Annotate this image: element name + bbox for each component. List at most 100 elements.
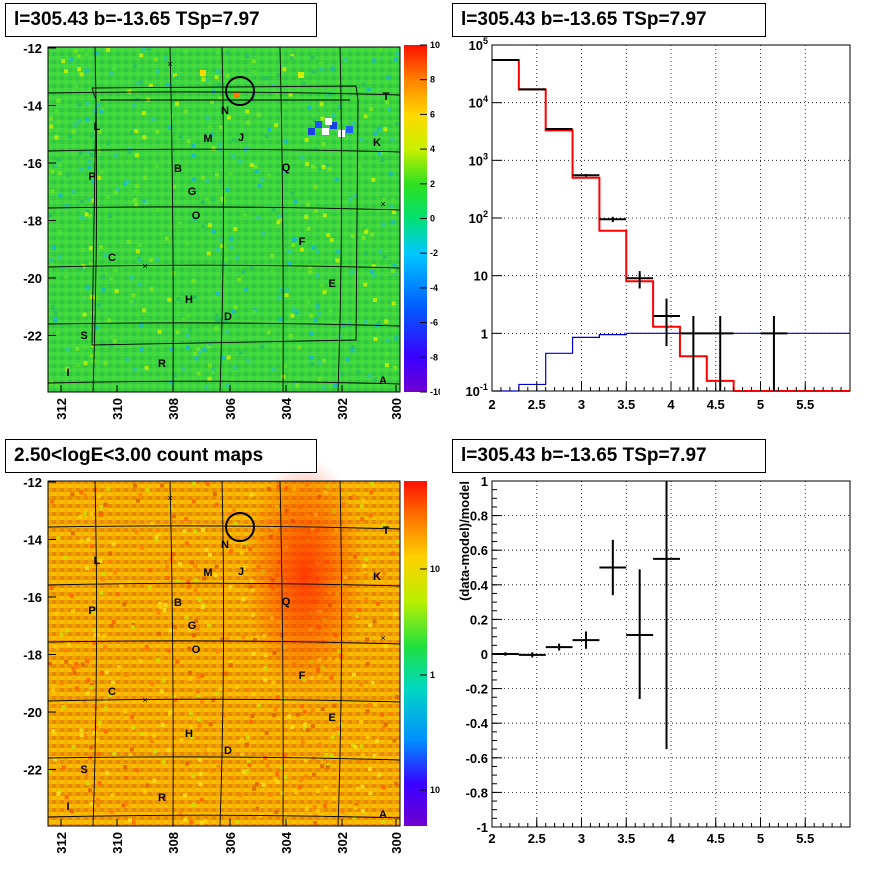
cnt-map-pixel xyxy=(273,707,278,712)
cnt-map-pixel xyxy=(166,648,171,653)
ts-map-pixel xyxy=(61,59,66,64)
ts-map-pixel xyxy=(289,56,294,61)
ts-map-pixel xyxy=(246,120,251,125)
ts-map-x-ticks: 312 310 308 306 304 302 300 xyxy=(54,385,404,420)
ts-map-pixel xyxy=(103,360,108,365)
ts-map-pixel xyxy=(366,113,371,118)
ts-map-pixel xyxy=(82,296,87,301)
cnt-map-pixel xyxy=(302,709,307,714)
ts-map-pixel xyxy=(336,250,341,255)
cnt-map-pixel xyxy=(197,723,202,728)
source-circle xyxy=(225,512,255,542)
spectrum-x-tick-label: 3.5 xyxy=(617,397,635,412)
spectrum-x-tick-label: 5.5 xyxy=(796,397,814,412)
cnt-map-pixel xyxy=(179,737,184,742)
cnt-map-pixel xyxy=(153,749,158,753)
ts-map-pixel xyxy=(76,70,81,75)
ts-map-pixel xyxy=(148,258,153,263)
ts-map-pixel xyxy=(97,129,102,134)
ts-map-pixel xyxy=(276,220,281,225)
residuals-title: l=305.43 b=-13.65 TSp=7.97 xyxy=(452,439,766,473)
ts-source-label-h: H xyxy=(185,294,193,306)
cnt-map-pixel xyxy=(351,672,356,677)
cnt-map-pixel xyxy=(249,492,254,497)
cnt-map-pixel xyxy=(99,591,104,595)
cnt-map-pixel xyxy=(49,586,54,591)
cnt-map-pixel xyxy=(166,748,171,753)
ts-map-pixel xyxy=(314,208,319,213)
cnt-map-pixel xyxy=(86,656,91,661)
cnt-map-pixel xyxy=(195,626,200,631)
cnt-map-pixel xyxy=(325,765,330,770)
cnt-map-pixel xyxy=(200,699,205,704)
cnt-map-pixel xyxy=(69,593,74,598)
ts-map-pixel xyxy=(309,313,314,318)
ts-latitude-line xyxy=(47,322,401,327)
cnt-map-pixel xyxy=(143,647,148,652)
cnt-map-pixel xyxy=(197,598,202,602)
ts-map-pixel xyxy=(110,334,115,339)
ts-map-pixel xyxy=(112,338,117,343)
ts-latitude-line xyxy=(47,91,401,96)
cnt-map-pixel xyxy=(315,808,320,813)
cnt-map-pixel xyxy=(358,759,363,764)
ts-map-pixel xyxy=(174,75,179,80)
cnt-y-tick-label: -20 xyxy=(23,705,42,720)
ts-map-pixel xyxy=(155,129,160,134)
cnt-y-tick-label: -12 xyxy=(23,475,42,490)
cnt-map-pixel xyxy=(324,752,329,757)
cnt-map-pixel xyxy=(79,539,84,544)
count-map-hot-region xyxy=(245,456,365,696)
cnt-map-pixel xyxy=(340,809,345,814)
ts-map-pixel xyxy=(282,67,287,72)
cnt-map-pixel xyxy=(349,495,354,500)
source-circle xyxy=(225,76,255,106)
ts-colorbar-tick-label: 4 xyxy=(430,144,435,154)
cnt-map-pixel xyxy=(359,744,364,749)
ts-map-pixel xyxy=(157,329,162,334)
ts-map-pixel xyxy=(54,109,59,114)
cnt-map-pixel xyxy=(158,604,163,609)
ts-map-pixel xyxy=(325,163,330,168)
spectrum-data-point xyxy=(626,271,654,289)
count-map-title: 2.50<logE<3.00 count maps xyxy=(5,439,317,473)
cnt-map-pixel xyxy=(121,803,126,808)
ts-map-pixel xyxy=(372,273,377,278)
cnt-map-pixel xyxy=(100,577,105,582)
ts-map-pixel xyxy=(84,52,89,57)
ts-colorbar-tick-label: 6 xyxy=(430,109,435,119)
count-colorbar-tick-label: 1 xyxy=(430,670,435,680)
ts-map-pixel xyxy=(227,115,231,120)
ts-map-pixel xyxy=(228,172,233,177)
ts-map-pixel xyxy=(125,180,130,184)
cnt-map-pixel xyxy=(194,578,199,583)
ts-map-pixel xyxy=(101,342,106,347)
ts-map-pixel xyxy=(191,279,196,284)
ts-map-pixel xyxy=(167,297,172,302)
ts-map-pixel xyxy=(330,66,335,71)
cnt-map-pixel xyxy=(159,689,164,694)
ts-map-pixel xyxy=(210,100,214,104)
cnt-map-pixel xyxy=(368,791,373,795)
cnt-map-pixel xyxy=(300,704,305,709)
ts-map-pixel xyxy=(246,146,251,151)
ts-map-pixel xyxy=(284,140,289,145)
spectrum-model-red-line xyxy=(492,58,850,392)
cnt-source-label-k: K xyxy=(373,571,381,583)
cnt-map-pixel xyxy=(96,752,101,757)
ts-map-pixel xyxy=(71,129,76,134)
cnt-map-pixel xyxy=(61,765,66,770)
cnt-map-pixel xyxy=(242,566,247,570)
cnt-map-pixel xyxy=(64,795,69,799)
cnt-map-pixel xyxy=(329,753,334,758)
cnt-map-pixel xyxy=(275,772,280,777)
spectrum-data-point xyxy=(518,88,546,91)
ts-map-pixel xyxy=(49,124,54,129)
cnt-map-pixel xyxy=(241,597,246,602)
cnt-map-pixel xyxy=(92,628,97,632)
cnt-map-pixel xyxy=(194,619,199,623)
cnt-map-pixel xyxy=(299,778,303,783)
cnt-latitude-line xyxy=(47,582,401,587)
cnt-map-pixel xyxy=(220,637,225,642)
spectrum-y-tick-label: 10 xyxy=(474,269,488,284)
